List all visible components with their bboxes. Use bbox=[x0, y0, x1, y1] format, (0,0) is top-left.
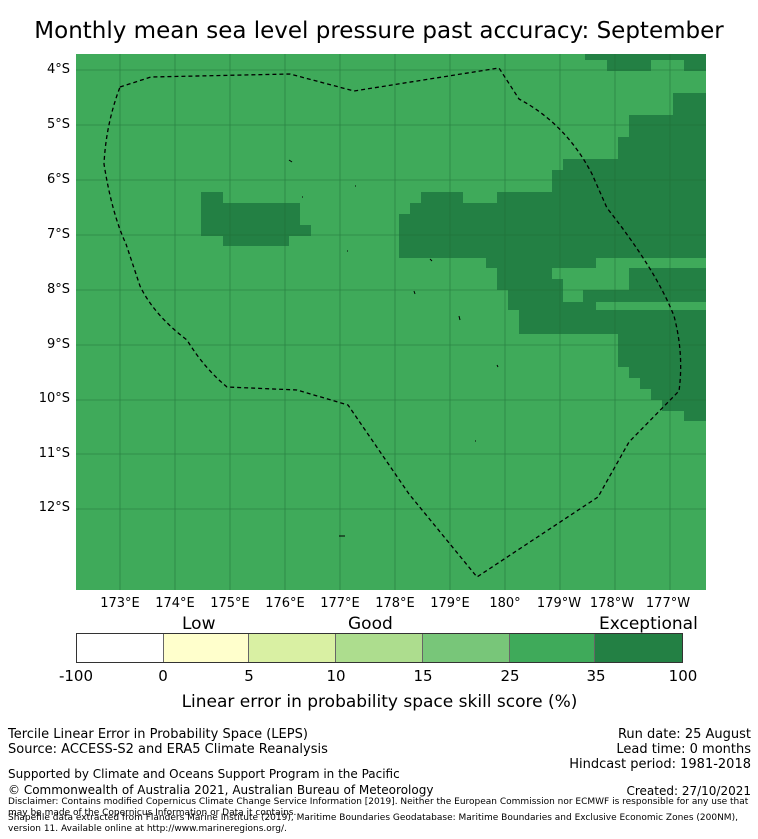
lat-label: 6°S bbox=[46, 172, 70, 187]
skill-field-good-patches bbox=[563, 54, 684, 302]
colorbar-segment bbox=[595, 634, 683, 662]
colorbar-segment bbox=[77, 634, 164, 662]
lon-label: 179°W bbox=[536, 596, 582, 611]
footer-lead-time: Lead time: 0 months bbox=[616, 742, 751, 757]
colorbar-category-exceptional: Exceptional bbox=[599, 614, 698, 634]
lon-label: 174°E bbox=[155, 596, 195, 611]
colorbar-category-low: Low bbox=[182, 614, 216, 634]
lat-label: 9°S bbox=[46, 337, 70, 352]
footer-supported: Supported by Climate and Oceans Support … bbox=[8, 767, 400, 781]
lat-label: 12°S bbox=[38, 500, 70, 515]
colorbar-category-good: Good bbox=[348, 614, 393, 634]
colorbar-segment bbox=[422, 634, 510, 662]
footer-shapefile: Shapefile data extracted from Flanders M… bbox=[8, 813, 738, 834]
footer-source: Source: ACCESS-S2 and ERA5 Climate Reana… bbox=[8, 742, 328, 757]
footer-method: Tercile Linear Error in Probability Spac… bbox=[8, 727, 308, 742]
colorbar-tick: 5 bbox=[244, 667, 254, 685]
colorbar-tick: -100 bbox=[58, 667, 94, 685]
colorbar-tick: 15 bbox=[413, 667, 433, 685]
colorbar-segment bbox=[249, 634, 337, 662]
lon-label: 178°W bbox=[589, 596, 635, 611]
colorbar-tick: 35 bbox=[586, 667, 606, 685]
colorbar bbox=[76, 633, 683, 663]
colorbar-tick: 10 bbox=[326, 667, 346, 685]
lon-label: 175°E bbox=[210, 596, 250, 611]
lon-label: 176°E bbox=[265, 596, 305, 611]
lon-label: 178°E bbox=[375, 596, 415, 611]
lat-label: 7°S bbox=[46, 227, 70, 242]
lon-label: 179°E bbox=[430, 596, 470, 611]
colorbar-segment bbox=[163, 634, 250, 662]
colorbar-segment bbox=[336, 634, 423, 662]
lat-label: 8°S bbox=[46, 282, 70, 297]
lat-label: 10°S bbox=[38, 391, 70, 406]
footer-run-date: Run date: 25 August bbox=[617, 727, 751, 742]
footer-created: Created: 27/10/2021 bbox=[626, 784, 751, 798]
eez-boundary bbox=[103, 67, 682, 578]
colorbar-tick: 100 bbox=[668, 667, 698, 685]
colorbar-label: Linear error in probability space skill … bbox=[181, 692, 578, 712]
islands bbox=[288, 159, 499, 537]
lon-label: 177°E bbox=[320, 596, 360, 611]
lon-label: 177°W bbox=[645, 596, 691, 611]
lon-label: 180° bbox=[489, 596, 521, 611]
colorbar-tick: 25 bbox=[500, 667, 520, 685]
lon-label: 173°E bbox=[100, 596, 140, 611]
map-gridlines bbox=[76, 54, 706, 590]
lat-label: 11°S bbox=[38, 446, 70, 461]
colorbar-segment bbox=[509, 634, 596, 662]
map-canvas bbox=[76, 54, 706, 590]
footer-disclaimer: Disclaimer: Contains modified Copernicus… bbox=[8, 797, 749, 818]
lat-label: 4°S bbox=[46, 62, 70, 77]
colorbar-tick: 0 bbox=[158, 667, 168, 685]
footer-hindcast: Hindcast period: 1981-2018 bbox=[569, 757, 751, 772]
lat-label: 5°S bbox=[46, 117, 70, 132]
footer-copyright: © Commonwealth of Australia 2021, Austra… bbox=[8, 783, 434, 797]
page-title: Monthly mean sea level pressure past acc… bbox=[34, 18, 724, 44]
skill-map bbox=[76, 54, 706, 590]
